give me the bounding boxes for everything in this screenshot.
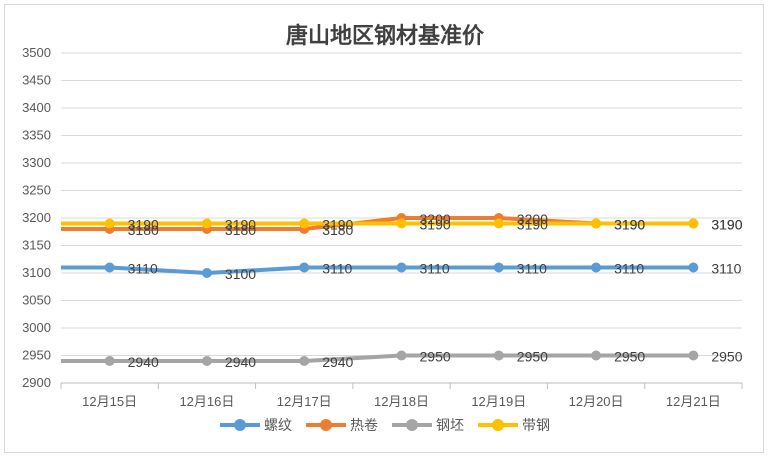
y-tick-label: 3150 [22,238,51,253]
y-tick-label: 3250 [22,183,51,198]
series-3 [61,218,699,229]
data-label: 3190 [420,217,451,233]
legend-swatch [306,419,346,431]
data-point [396,218,407,229]
data-label: 2950 [420,349,451,365]
data-label: 2950 [517,349,548,365]
data-label: 3180 [225,222,256,238]
data-point [104,218,115,229]
series-2 [61,350,699,366]
data-label: 3190 [128,217,159,233]
data-point [688,350,699,361]
data-point [104,356,115,366]
data-label: 3190 [614,217,645,233]
data-point [201,218,212,229]
data-point [104,262,115,273]
data-point [591,262,602,273]
data-label: 3110 [711,261,741,277]
data-point [396,262,407,273]
data-label: 2950 [711,349,742,365]
data-labels: 3110 3100 3110 3110 3110 3110 3110 3180 3180 3180… [128,211,743,370]
x-tick-label: 12月21日 [666,394,721,409]
x-tick-label: 12月19日 [471,394,526,409]
data-label: 3180 [128,222,159,238]
legend-label: 螺纹 [264,418,292,434]
y-tick-label: 3100 [22,265,51,280]
data-label: 3110 [420,261,450,277]
x-tick-label: 12月18日 [374,394,429,409]
data-label: 3190 [322,217,353,233]
data-point [688,218,699,229]
legend-label: 带钢 [522,418,550,434]
series-line [61,353,694,363]
data-label: 2950 [614,349,645,365]
data-label: 3110 [614,261,644,277]
y-tick-label: 3050 [22,293,51,308]
y-tick-label: 3200 [22,210,51,225]
legend-label: 钢坯 [436,418,464,434]
legend-item: 带钢 [478,415,550,435]
data-point [201,356,212,366]
data-label: 3110 [322,261,352,277]
y-tick-label: 3450 [22,73,51,88]
legend-item: 螺纹 [220,415,292,435]
data-label: 3190 [517,217,548,233]
legend-swatch [392,419,432,431]
data-label: 3110 [128,261,158,277]
y-tick-label: 3500 [22,45,51,60]
data-point [493,262,504,273]
chart-title: 唐山地区钢材基准价 [285,24,484,49]
legend-swatch [220,419,260,431]
y-axis-ticks: 2900 2950 3000 3050 3100 3150 3200 3250 3300 3350… [22,45,51,390]
data-point [493,218,504,229]
y-tick-label: 3300 [22,155,51,170]
data-label: 3190 [711,217,742,233]
data-label: 3190 [711,217,742,233]
y-tick-label: 2900 [22,375,51,390]
x-tick-label: 12月16日 [179,394,234,409]
legend-item: 钢坯 [392,415,464,435]
data-label: 2940 [225,354,256,370]
data-point [299,262,310,273]
y-tick-label: 3000 [22,320,51,335]
data-point [299,218,310,229]
data-point [299,356,310,366]
y-tick-label: 3400 [22,100,51,115]
data-label: 3180 [322,222,353,238]
legend-item: 热卷 [306,415,378,435]
data-point [396,350,407,361]
series-lines [61,213,699,366]
data-label: 3190 [225,217,256,233]
data-label: 3190 [614,217,645,233]
data-point [688,262,699,273]
legend-label: 热卷 [350,418,378,434]
x-tick-label: 12月20日 [569,394,624,409]
data-point [493,350,504,361]
data-point [201,268,212,278]
x-tick-label: 12月15日 [82,394,137,409]
data-label: 2940 [322,354,353,370]
legend: 螺纹 热卷 钢坯 带钢 [0,414,770,436]
data-label: 3200 [420,211,451,227]
data-point [591,350,602,361]
data-point [591,218,602,229]
data-label: 3110 [517,261,547,277]
series-line [61,265,694,275]
data-label: 2940 [128,354,159,370]
data-label: 3100 [225,266,256,282]
data-label: 3200 [517,211,548,227]
y-tick-label: 3350 [22,128,51,143]
x-tick-label: 12月17日 [277,394,332,409]
x-axis: 12月15日 12月16日 12月17日 12月18日 12月19日 12月20日 12月2… [60,382,743,409]
series-0 [61,262,699,278]
legend-swatch [478,419,518,431]
y-tick-label: 2950 [22,348,51,363]
